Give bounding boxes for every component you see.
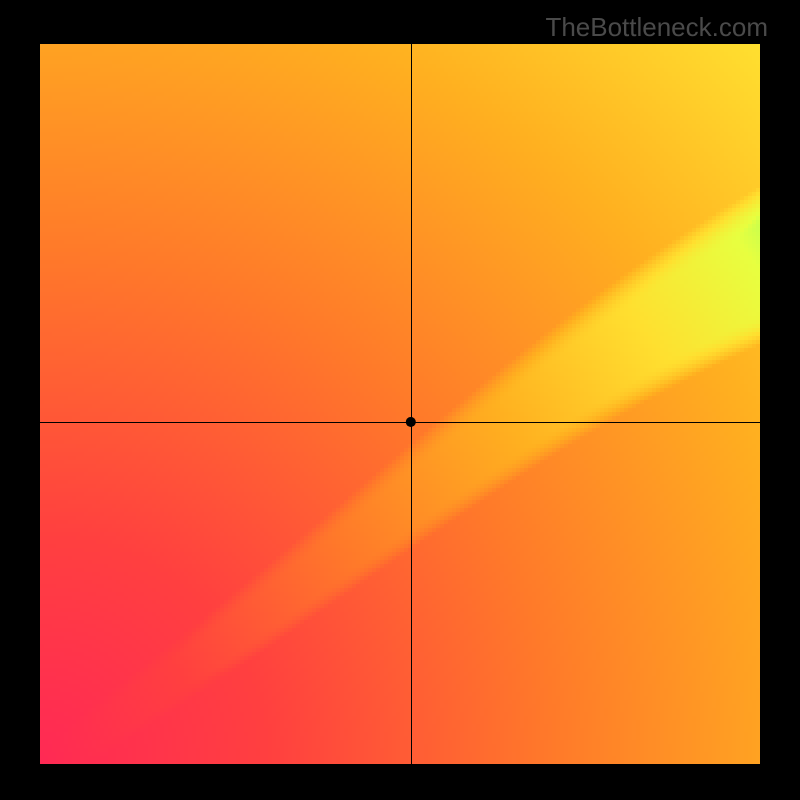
attribution-text: TheBottleneck.com xyxy=(545,12,768,43)
bottleneck-heatmap xyxy=(0,0,800,800)
chart-container: TheBottleneck.com xyxy=(0,0,800,800)
